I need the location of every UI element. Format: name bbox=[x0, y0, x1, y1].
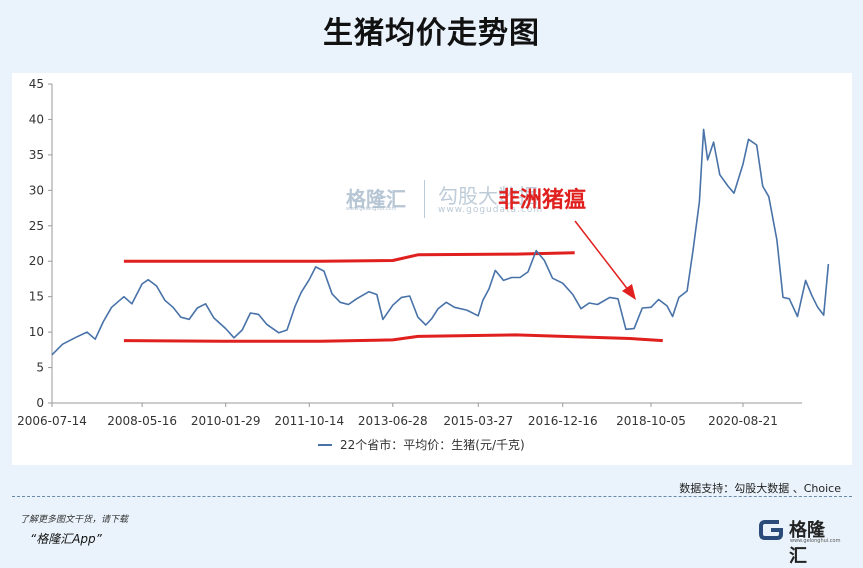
legend-label: 22个省市：平均价：生猪(元/千克) bbox=[340, 437, 525, 452]
y-tick-label: 45 bbox=[29, 77, 44, 91]
annotation-arrow-head bbox=[622, 284, 636, 300]
y-tick-label: 20 bbox=[29, 254, 44, 268]
watermark-data-subtext: www.gogudata.com bbox=[438, 205, 544, 215]
y-tick-label: 5 bbox=[36, 361, 44, 375]
series-line bbox=[51, 128, 830, 356]
watermark-logo-subtext: www.gelonghui.com bbox=[346, 206, 397, 212]
x-tick-label: 2020-08-21 bbox=[708, 414, 778, 428]
x-tick-label: 2010-01-29 bbox=[191, 414, 261, 428]
x-tick-label: 2006-07-14 bbox=[17, 414, 87, 428]
african-swine-fever-annotation: 非洲猪瘟 bbox=[498, 188, 587, 213]
line-chart: 0 5 10 15 20 25 30 35 40 45 2006-07-14 2008-05-16 20… bbox=[17, 77, 830, 452]
footer-divider bbox=[12, 496, 852, 497]
y-tick-label: 0 bbox=[36, 396, 44, 410]
x-tick-label: 2008-05-16 bbox=[107, 414, 177, 428]
upper-band-line bbox=[123, 251, 575, 263]
x-tick-label: 2018-10-05 bbox=[616, 414, 686, 428]
brand-logo: 格隆汇 www.gelonghui.com bbox=[757, 514, 841, 567]
y-tick-label: 35 bbox=[29, 148, 44, 162]
promo-line-2: “格隆汇App” bbox=[30, 532, 102, 546]
annotation-arrow-line bbox=[574, 220, 630, 292]
y-tick-label: 40 bbox=[29, 112, 44, 126]
page-title: 生猪均价走势图 bbox=[323, 16, 540, 51]
watermark-divider bbox=[424, 180, 425, 218]
x-tick-label: 2011-10-14 bbox=[274, 414, 344, 428]
y-tick-label: 15 bbox=[29, 290, 44, 304]
brand-g-icon bbox=[759, 520, 783, 540]
y-tick-label: 10 bbox=[29, 325, 44, 339]
x-tick-label: 2015-03-27 bbox=[443, 414, 513, 428]
watermark-logo-text: 格隆汇 bbox=[346, 187, 406, 211]
y-tick-label: 25 bbox=[29, 219, 44, 233]
lower-band-line bbox=[123, 333, 663, 343]
watermark-data-text: 勾股大数据 bbox=[438, 184, 538, 208]
brand-url: www.gelonghui.com bbox=[790, 538, 841, 544]
chart-panel: 0 5 10 15 20 25 30 35 40 45 2006-07-14 2008-05-16 20… bbox=[12, 73, 852, 465]
x-tick-label: 2013-06-28 bbox=[358, 414, 428, 428]
promo-line-1: 了解更多图文干货，请下载 bbox=[20, 515, 129, 525]
y-tick-label: 30 bbox=[29, 183, 44, 197]
x-tick-label: 2016-12-16 bbox=[528, 414, 598, 428]
data-source: 数据支持：勾股大数据 、Choice bbox=[679, 482, 841, 495]
